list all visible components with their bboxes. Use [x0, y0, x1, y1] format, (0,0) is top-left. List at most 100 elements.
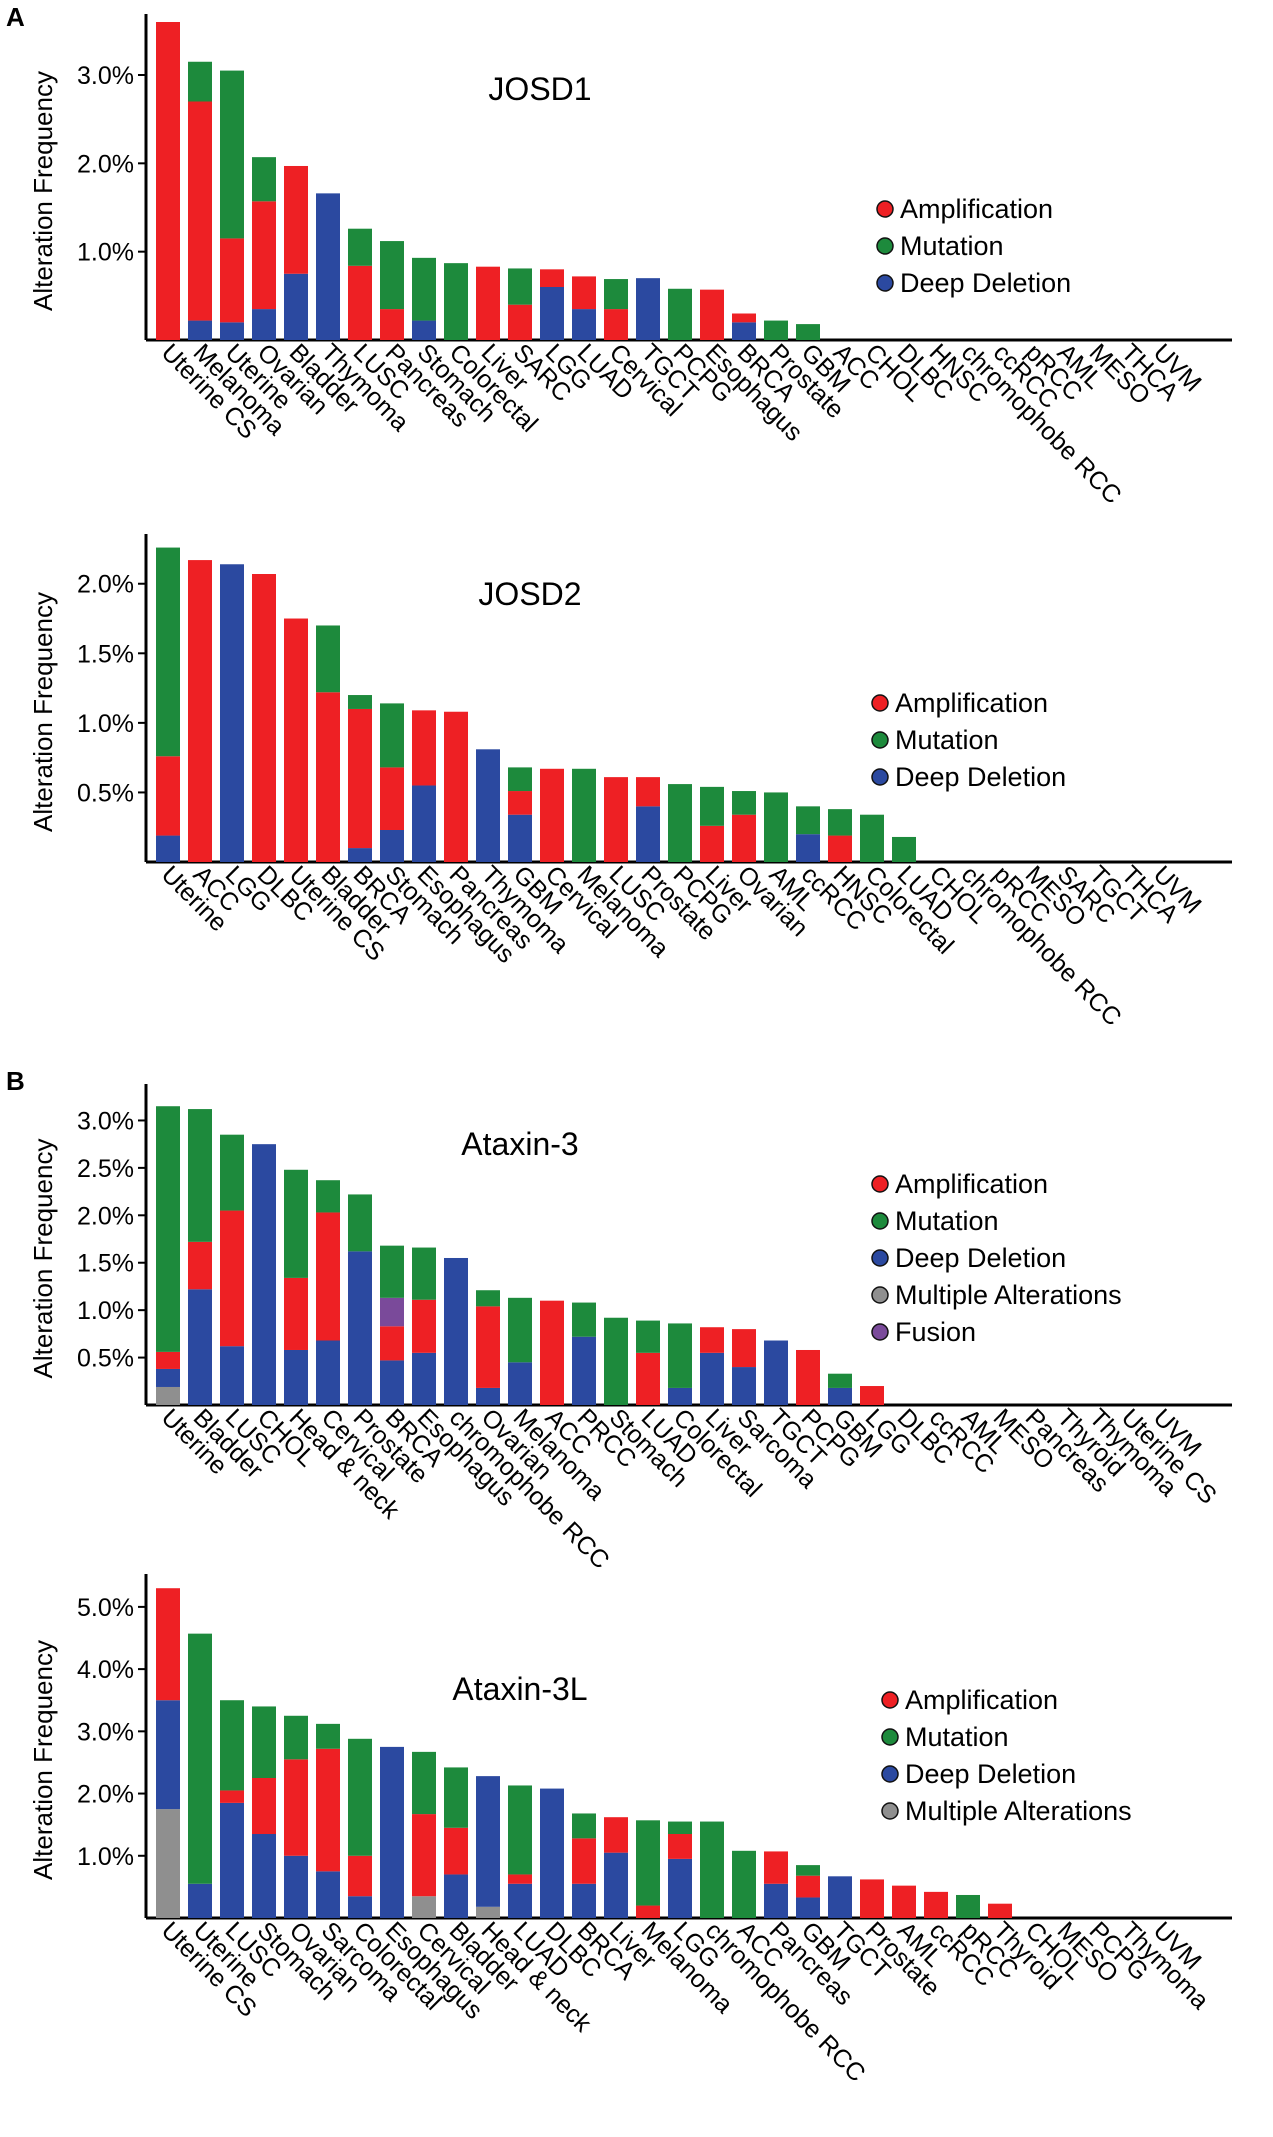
bar-amplification-esophagus — [700, 289, 724, 340]
bar-amplification-pancreas — [380, 309, 404, 340]
y-tick-label: 3.0% — [77, 62, 134, 90]
bar-amplification-sarc — [508, 304, 532, 340]
bar-amplification-gbm — [796, 1875, 820, 1898]
y-tick-label: 1.0% — [77, 1297, 134, 1325]
bar-amplification-cervical — [412, 1814, 436, 1897]
bar-mutation-pcpg — [668, 288, 692, 340]
legend-label-amplification: Amplification — [900, 194, 1053, 224]
y-tick-label: 2.0% — [77, 1781, 134, 1809]
bar-amplification-brca — [732, 313, 756, 323]
y-axis-label: Alteration Frequency — [28, 592, 58, 832]
legend-label-multiple-alterations: Multiple Alterations — [895, 1280, 1122, 1310]
y-tick-label: 1.0% — [77, 239, 134, 267]
bar-deep-deletion-brca — [572, 1883, 596, 1918]
bar-amplification-brca — [380, 1326, 404, 1361]
legend-swatch-mutation — [881, 1728, 899, 1746]
bar-deep-deletion-melanoma — [188, 320, 212, 340]
bar-mutation-melanoma — [508, 1297, 532, 1363]
legend-label-deep-deletion: Deep Deletion — [895, 1243, 1066, 1273]
bar-multiple-alterations-cervical — [412, 1896, 436, 1918]
chart-josd1: 1.0%2.0%3.0%Alteration Frequency JOSD1Ute… — [28, 14, 1232, 510]
bar-amplification-brca — [348, 708, 372, 849]
bar-deep-deletion-ovarian — [252, 309, 276, 340]
bar-deep-deletion-liver — [604, 1852, 628, 1918]
bar-amplification-cervical — [604, 309, 628, 340]
bar-mutation-cervical — [316, 1180, 340, 1213]
bar-mutation-stomach — [604, 1317, 628, 1405]
bar-mutation-luad — [892, 836, 916, 862]
bar-mutation-pancreas — [380, 241, 404, 310]
bar-mutation-uterine — [220, 70, 244, 239]
bar-mutation-gbm — [796, 324, 820, 340]
y-tick-label: 1.5% — [77, 1250, 134, 1278]
bar-amplification-lgg — [668, 1834, 692, 1859]
y-tick-label: 2.0% — [77, 571, 134, 599]
bar-deep-deletion-liver — [700, 1352, 724, 1405]
bar-mutation-lusc — [220, 1134, 244, 1211]
bar-deep-deletion-uterine — [188, 1883, 212, 1918]
bar-amplification-uterine-cs — [156, 1588, 180, 1701]
legend-swatch-deep-deletion — [871, 768, 889, 786]
y-tick-label: 1.5% — [77, 640, 134, 668]
chart-ataxin-3: 0.5% 1.0% 1.5% 2.0% 2.5% 3.0% Alteration Frequ… — [28, 1084, 1232, 1575]
chart-title: JOSD2 — [478, 576, 581, 612]
bar-amplification-esophagus — [412, 1299, 436, 1353]
y-tick-label: 0.5% — [77, 1345, 134, 1373]
bar-mutation-cervical — [604, 279, 628, 310]
bar-mutation-melanoma — [572, 768, 596, 862]
bar-deep-deletion-sarcoma — [732, 1367, 756, 1405]
bar-mutation-bladder — [188, 1109, 212, 1242]
bar-amplification-stomach — [380, 767, 404, 830]
bar-amplification-pancreas — [444, 711, 468, 862]
bar-deep-deletion-lgg — [540, 287, 564, 340]
y-axis-label: Alteration Frequency — [28, 71, 58, 311]
bar-amplification-gbm — [508, 791, 532, 815]
y-tick-label: 1.0% — [77, 710, 134, 738]
legend-label-mutation: Mutation — [900, 231, 1004, 261]
legend-label-deep-deletion: Deep Deletion — [895, 762, 1066, 792]
bar-deep-deletion-pancreas — [764, 1883, 788, 1918]
bar-mutation-colorectal — [348, 1738, 372, 1856]
legend-swatch-deep-deletion — [881, 1765, 899, 1783]
legend-label-deep-deletion: Deep Deletion — [905, 1759, 1076, 1789]
bar-deep-deletion-brca — [732, 322, 756, 340]
bar-mutation-ovarian — [476, 1290, 500, 1307]
bar-amplification-liver — [700, 1327, 724, 1353]
chart-title: JOSD1 — [488, 71, 591, 107]
bar-deep-deletion-uterine — [156, 1368, 180, 1387]
bar-amplification-ovarian — [284, 1759, 308, 1856]
bar-amplification-prostate — [636, 777, 660, 807]
y-tick-label: 4.0% — [77, 1656, 134, 1684]
y-tick-label: 1.0% — [77, 1843, 134, 1871]
bar-mutation-gbm — [828, 1373, 852, 1388]
bar-mutation-uterine — [188, 1633, 212, 1884]
bar-deep-deletion-tgct — [636, 278, 660, 340]
bar-mutation-acc — [732, 1850, 756, 1918]
bar-deep-deletion-lusc — [220, 1802, 244, 1918]
bar-deep-deletion-esophagus — [380, 1746, 404, 1918]
bar-mutation-colorectal — [860, 814, 884, 862]
bar-amplification-lusc — [220, 1210, 244, 1347]
bar-mutation-sarc — [508, 268, 532, 305]
bar-deep-deletion-bladder — [188, 1289, 212, 1405]
bar-deep-deletion-sarcoma — [316, 1871, 340, 1918]
bar-deep-deletion-ovarian — [284, 1855, 308, 1918]
bar-deep-deletion-gbm — [828, 1387, 852, 1405]
bar-mutation-stomach — [380, 703, 404, 768]
bar-amplification-liver — [700, 825, 724, 862]
bar-mutation-pcpg — [668, 784, 692, 862]
bar-amplification-uterine-cs — [156, 22, 180, 340]
bar-deep-deletion-head-neck — [476, 1776, 500, 1907]
bar-mutation-uterine — [156, 547, 180, 757]
bar-amplification-luad — [636, 1352, 660, 1405]
bar-mutation-colorectal — [444, 263, 468, 340]
bar-amplification-pcpg — [796, 1349, 820, 1405]
bar-mutation-melanoma — [636, 1820, 660, 1906]
legend-swatch-multiple-alterations — [871, 1286, 889, 1304]
bar-mutation-ovarian — [284, 1715, 308, 1760]
bar-deep-deletion-ccrcc — [796, 834, 820, 862]
bar-mutation-brca — [380, 1245, 404, 1298]
y-tick-label: 2.0% — [77, 1202, 134, 1230]
bar-multiple-alterations-head-neck — [476, 1906, 500, 1918]
